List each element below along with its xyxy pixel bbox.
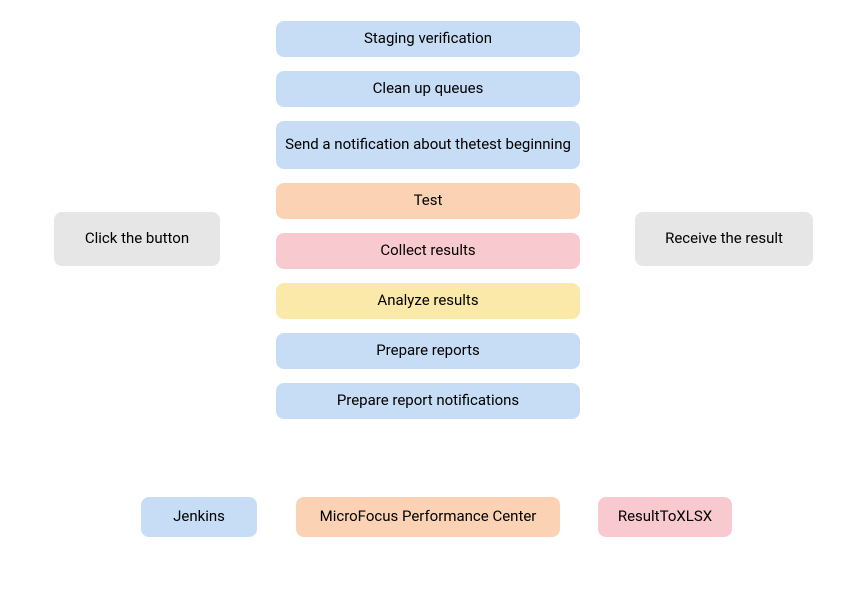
step-1: Clean up queues xyxy=(276,71,580,107)
step-5: Analyze results xyxy=(276,283,580,319)
legend-0: Jenkins xyxy=(141,497,257,537)
step-3: Test xyxy=(276,183,580,219)
step-0: Staging verification xyxy=(276,21,580,57)
step-4: Collect results xyxy=(276,233,580,269)
legend-2: ResultToXLSX xyxy=(598,497,732,537)
step-2: Send a notification about thetest beginn… xyxy=(276,121,580,169)
step-6: Prepare reports xyxy=(276,333,580,369)
side-box-right: Receive the result xyxy=(635,212,813,266)
side-box-left: Click the button xyxy=(54,212,220,266)
legend-1: MicroFocus Performance Center xyxy=(296,497,560,537)
step-7: Prepare report notifications xyxy=(276,383,580,419)
